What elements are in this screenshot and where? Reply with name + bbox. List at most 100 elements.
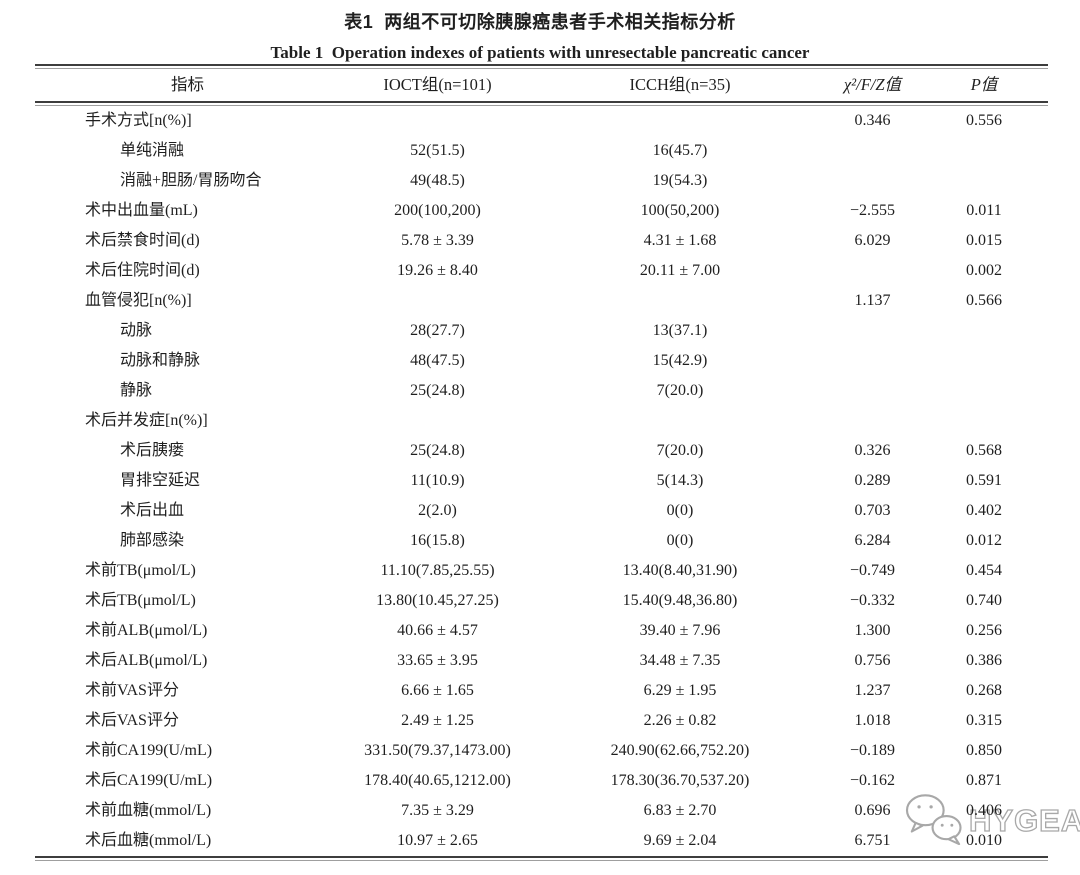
header-statistic: χ²/F/Z值 [843,75,902,94]
cell-icch: 240.90(62.66,752.20) [610,742,750,759]
row-label: 术前CA199(U/mL) [85,742,213,759]
row-label: 术后出血 [120,502,185,519]
table-row: 肺部感染 16(15.8) 0(0) 6.284 0.012 [35,526,1048,556]
cell-ioct: 28(27.7) [410,322,465,339]
cell-icch: 100(50,200) [640,202,720,219]
cell-ioct: 40.66 ± 4.57 [397,622,478,639]
cell-stat [825,316,920,346]
cell-p: 0.012 [966,532,1002,549]
row-label: 术前TB(μmol/L) [85,562,196,579]
table-row: 术后CA199(U/mL) 178.40(40.65,1212.00) 178.30… [35,766,1048,796]
row-label: 动脉 [120,322,153,339]
cell-stat [825,346,920,376]
cell-icch [535,106,825,136]
table-row: 术前ALB(μmol/L) 40.66 ± 4.57 39.40 ± 7.96 1.3… [35,616,1048,646]
cell-icch: 13(37.1) [652,322,708,339]
cell-icch [535,286,825,316]
cell-p [920,406,1048,436]
cell-stat: 1.137 [854,292,891,309]
table-row: 术后胰瘘 25(24.8) 7(20.0) 0.326 0.568 [35,436,1048,466]
cell-p [920,316,1048,346]
cell-stat: 0.346 [854,112,891,129]
cell-ioct: 52(51.5) [410,142,465,159]
cell-icch: 7(20.0) [656,442,704,459]
cell-ioct: 11(10.9) [410,472,465,489]
cell-p [920,166,1048,196]
header-ioct-group: IOCT组(n=101) [383,75,492,94]
row-label: 术后VAS评分 [85,712,179,729]
cell-ioct: 13.80(10.45,27.25) [376,592,499,609]
table-row: 术前CA199(U/mL) 331.50(79.37,1473.00) 240.90… [35,736,1048,766]
cell-p: 0.268 [966,682,1002,699]
cell-p: 0.315 [966,712,1002,729]
cell-icch: 19(54.3) [652,172,708,189]
row-label: 术后禁食时间(d) [85,232,200,249]
cell-p: 0.406 [966,802,1002,819]
table-row: 胃排空延迟 11(10.9) 5(14.3) 0.289 0.591 [35,466,1048,496]
row-label: 静脉 [120,382,153,399]
cell-stat: −0.749 [849,562,896,579]
cell-icch: 15.40(9.48,36.80) [622,592,738,609]
row-label: 术后TB(μmol/L) [85,592,196,609]
row-label: 手术方式[n(%)] [85,112,192,129]
table-row: 动脉 28(27.7) 13(37.1) [35,316,1048,346]
cell-p [920,346,1048,376]
header-row: 指标 IOCT组(n=101) ICCH组(n=35) χ²/F/Z值 P值 [35,69,1048,101]
cell-ioct [340,286,535,316]
table-row: 术前TB(μmol/L) 11.10(7.85,25.55) 13.40(8.40,… [35,556,1048,586]
table-row: 术后血糖(mmol/L) 10.97 ± 2.65 9.69 ± 2.04 6.751… [35,826,1048,856]
table-row: 术后TB(μmol/L) 13.80(10.45,27.25) 15.40(9.48… [35,586,1048,616]
table-row: 术后ALB(μmol/L) 33.65 ± 3.95 34.48 ± 7.35 0.7… [35,646,1048,676]
cell-stat [825,166,920,196]
cell-icch: 7(20.0) [656,382,704,399]
cell-ioct: 6.66 ± 1.65 [401,682,474,699]
cell-icch: 34.48 ± 7.35 [639,652,721,669]
table-container: 指标 IOCT组(n=101) ICCH组(n=35) χ²/F/Z值 P值 手… [35,64,1048,861]
table-row: 单纯消融 52(51.5) 16(45.7) [35,136,1048,166]
cell-ioct: 49(48.5) [410,172,465,189]
wechat-icon [903,791,965,850]
top-rule [35,64,1048,69]
cell-stat: 0.326 [854,442,891,459]
cell-icch: 15(42.9) [652,352,708,369]
cell-stat: 0.756 [854,652,891,669]
cell-icch: 9.69 ± 2.04 [643,832,717,849]
row-label: 术前ALB(μmol/L) [85,622,208,639]
table-row: 术后出血 2(2.0) 0(0) 0.703 0.402 [35,496,1048,526]
cell-icch: 5(14.3) [656,472,704,489]
row-label: 动脉和静脉 [120,352,201,369]
row-label: 单纯消融 [120,142,185,159]
cell-ioct [340,106,535,136]
table-row: 消融+胆肠/胃肠吻合 49(48.5) 19(54.3) [35,166,1048,196]
cell-p: 0.256 [966,622,1002,639]
table-title-english: Table 1 Operation indexes of patients wi… [270,43,810,62]
cell-stat [825,406,920,436]
header-rule [35,101,1048,106]
cell-p: 0.011 [966,202,1002,219]
cell-p: 0.871 [966,772,1002,789]
cell-ioct: 11.10(7.85,25.55) [380,562,495,579]
cell-icch [535,406,825,436]
cell-ioct: 2.49 ± 1.25 [401,712,474,729]
watermark-text: HYGEA [968,802,1080,838]
header-p-value: P值 [970,75,998,94]
cell-p [920,376,1048,406]
cell-icch: 0(0) [666,502,694,519]
row-label: 术后血糖(mmol/L) [85,832,212,849]
row-label: 术后胰瘘 [120,442,185,459]
watermark: HYGEA [903,791,1080,850]
cell-ioct [340,406,535,436]
cell-icch: 6.29 ± 1.95 [643,682,717,699]
cell-p: 0.386 [966,652,1002,669]
cell-ioct: 200(100,200) [394,202,481,219]
cell-ioct: 7.35 ± 3.29 [401,802,474,819]
cell-stat: −0.189 [849,742,896,759]
cell-ioct: 10.97 ± 2.65 [397,832,478,849]
cell-icch: 2.26 ± 0.82 [643,712,717,729]
cell-ioct: 25(24.8) [410,442,465,459]
cell-stat: 1.237 [854,682,891,699]
cell-stat [825,256,920,286]
table-row: 术中出血量(mL) 200(100,200) 100(50,200) −2.555 0.… [35,196,1048,226]
cell-icch: 13.40(8.40,31.90) [622,562,738,579]
